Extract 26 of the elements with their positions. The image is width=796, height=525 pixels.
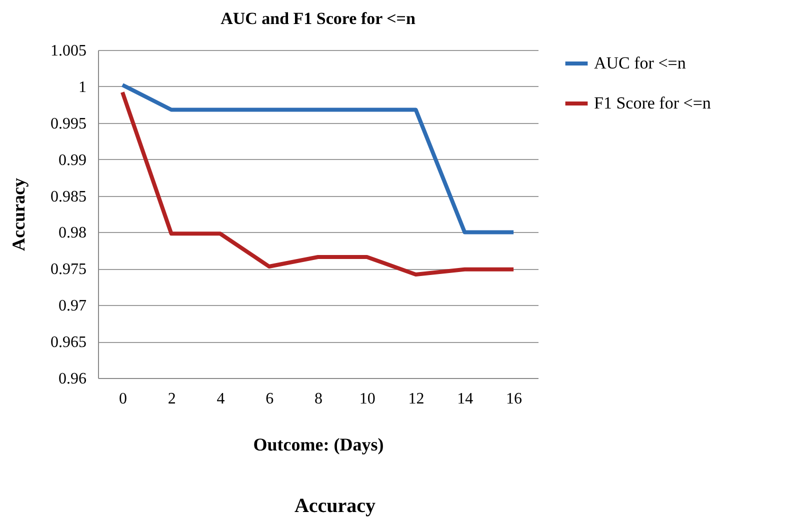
chart-title: AUC and F1 Score for <=n	[220, 9, 416, 28]
x-tick-label: 2	[168, 390, 176, 408]
y-tick-label: 0.965	[50, 334, 86, 352]
x-tick-label: 14	[457, 390, 474, 408]
y-tick-label: 0.975	[50, 261, 86, 278]
x-tick-label: 10	[359, 390, 376, 408]
x-tick-label: 16	[506, 390, 522, 408]
y-tick-label: 0.995	[50, 115, 86, 132]
x-tick-label: 12	[408, 390, 424, 408]
x-tick-label: 0	[118, 390, 127, 408]
y-tick-label: 0.99	[58, 152, 86, 169]
line-series	[120, 90, 516, 276]
y-tick-label: 0.985	[50, 188, 86, 206]
y-tick-label: 0.97	[58, 298, 86, 315]
x-tick-label: 6	[266, 390, 274, 408]
x-axis-title: Outcome: (Days)	[253, 434, 384, 454]
y-tick-label: 1.005	[50, 42, 86, 60]
legend-label: F1 Score for <=n	[594, 94, 712, 112]
x-tick-label: 8	[314, 390, 322, 408]
legend-label: AUC for <=n	[594, 54, 686, 72]
x-tick-label: 4	[216, 390, 225, 408]
y-tick-label: 1	[78, 78, 86, 96]
text: Accuracy	[293, 495, 377, 518]
y-tick-label: 0.98	[58, 224, 86, 242]
y-axis-title: Accuracy	[8, 178, 28, 251]
y-tick-label: 0.96	[58, 370, 86, 388]
